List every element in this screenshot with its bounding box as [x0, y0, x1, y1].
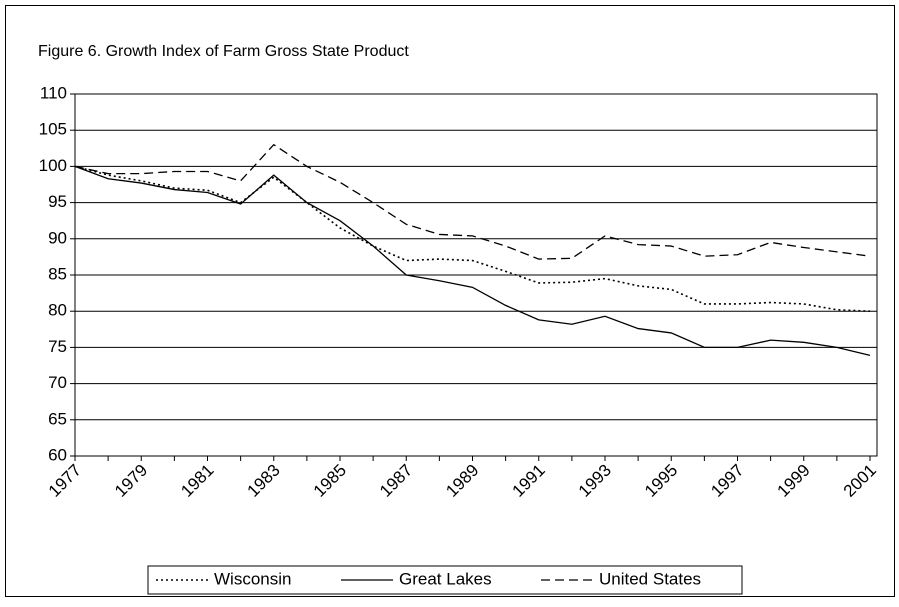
series-line — [74, 143, 871, 260]
y-tick-label: 105 — [39, 120, 67, 139]
y-tick-label: 100 — [39, 156, 67, 175]
legend: Wisconsin Great Lakes United States — [147, 565, 743, 595]
y-tick-label: 70 — [48, 373, 67, 392]
plot-area — [74, 93, 878, 457]
y-tick-label: 60 — [48, 445, 67, 464]
y-tick-label: 110 — [40, 83, 67, 102]
y-tick-label: 80 — [48, 301, 67, 320]
legend-label: Wisconsin — [214, 569, 291, 588]
legend-box — [147, 565, 743, 595]
legend-label: Great Lakes — [399, 569, 492, 588]
chart-border — [5, 5, 895, 597]
legend-label: United States — [599, 569, 701, 588]
y-tick-label: 90 — [48, 228, 67, 247]
chart-title: Figure 6. Growth Index of Farm Gross Sta… — [38, 43, 409, 60]
series-line — [74, 165, 871, 312]
y-tick-label: 85 — [48, 264, 67, 283]
y-tick-label: 65 — [48, 409, 67, 428]
series-line — [74, 165, 871, 356]
y-tick-label: 75 — [48, 337, 67, 356]
y-tick-label: 95 — [48, 192, 67, 211]
